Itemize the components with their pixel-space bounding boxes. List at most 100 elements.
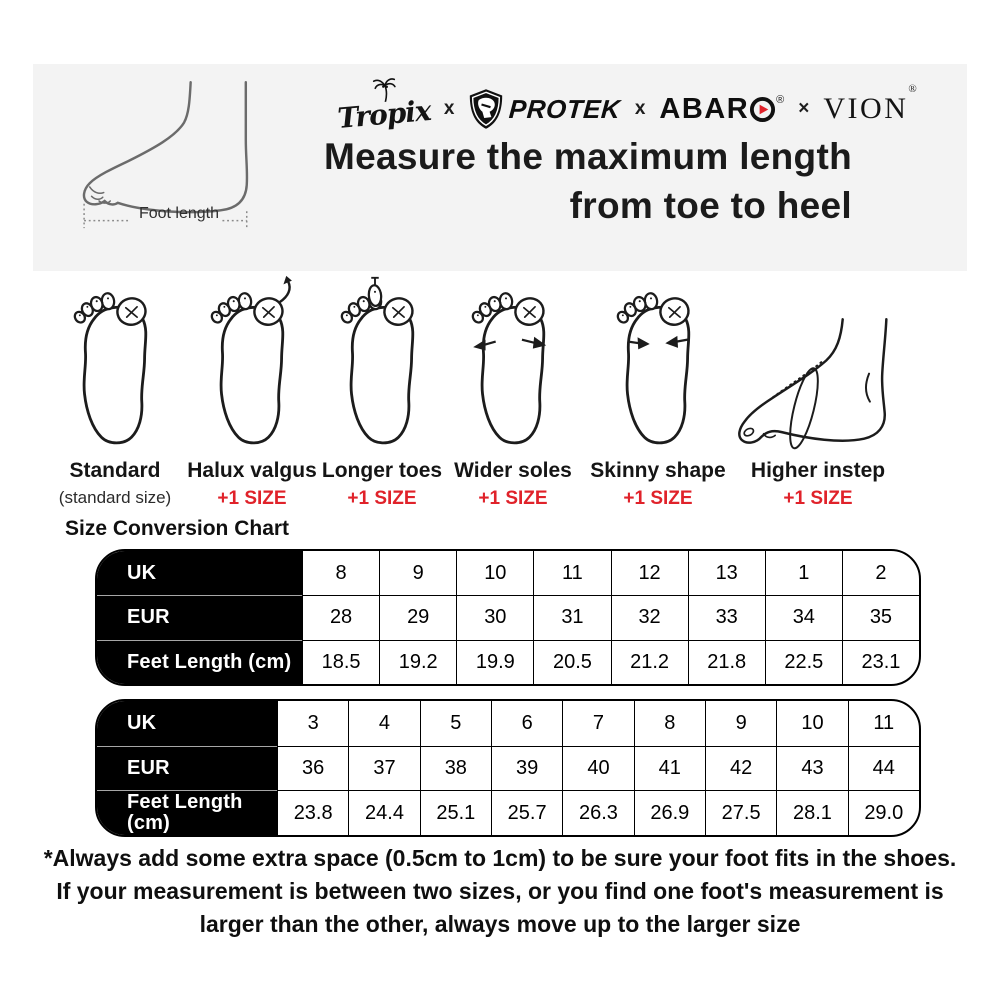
size-cell: 33	[687, 595, 765, 640]
foot-type-sublabel: (standard size)	[58, 488, 172, 507]
size-cell: 25.7	[490, 790, 563, 835]
palm-tree-icon	[372, 77, 396, 103]
foot-sole-halux-valgus-illustration	[207, 275, 292, 445]
foot-type-sublabel: +1 SIZE	[783, 488, 853, 509]
size-cell: 5	[419, 701, 491, 746]
foot-sole-longer-toes-illustration	[337, 276, 417, 445]
size-cell: 9	[704, 701, 776, 746]
size-cell: 20.5	[533, 639, 611, 684]
page-title: Measure the maximum length from toe to h…	[288, 132, 852, 230]
size-cell: 31	[533, 595, 611, 640]
foot-type-sublabel: +1 SIZE	[478, 488, 548, 509]
play-circle-icon	[750, 96, 776, 122]
size-cell: 10	[776, 701, 847, 746]
foot-type-wider-soles: Wider soles +1 SIZE	[447, 268, 579, 510]
size-cell: 10	[456, 551, 533, 596]
footnote-line: *Always add some extra space (0.5cm to 1…	[43, 845, 957, 871]
vion-wordmark: VION	[823, 92, 909, 125]
size-cell: 35	[841, 595, 919, 640]
protek-logo: PROTEK	[468, 88, 622, 130]
table-row: UK 8 9 10 11 12 13 1 2	[97, 551, 919, 596]
size-cell: 23.8	[277, 790, 349, 835]
size-cell: 25.1	[419, 790, 491, 835]
table-row: EUR 28 29 30 31 32 33 34 35	[97, 595, 919, 640]
foot-type-sublabel: +1 SIZE	[217, 488, 287, 509]
size-cell: 40	[562, 745, 634, 791]
foot-length-label: Foot length	[138, 205, 220, 222]
foot-type-sublabel: +1 SIZE	[347, 488, 417, 509]
foot-instep-side-illustration	[738, 318, 888, 450]
foot-type-halux-valgus: Halux valgus +1 SIZE	[179, 268, 325, 510]
foot-side-profile-illustration	[82, 81, 249, 229]
shield-icon	[470, 89, 503, 129]
header-band: Foot length Tropix x	[33, 64, 967, 271]
foot-type-label: Longer toes	[321, 459, 443, 482]
size-cell: 42	[704, 745, 777, 791]
size-cell: 21.8	[687, 639, 765, 684]
row-header: Feet Length (cm)	[97, 790, 277, 835]
row-header: EUR	[97, 745, 277, 791]
foot-sole-skinny-shape-illustration	[613, 291, 693, 445]
size-cell: 41	[633, 745, 705, 791]
size-cell: 21.2	[610, 639, 688, 684]
foot-type-label: Standard	[69, 459, 161, 482]
title-line-2: from toe to heel	[569, 185, 852, 226]
size-cell: 43	[776, 745, 848, 791]
footnote-line: If your measurement is between two sizes…	[56, 878, 944, 904]
size-cell: 34	[764, 595, 842, 640]
size-table-small-sizes: UK 8 9 10 11 12 13 1 2 EUR 28 29 30 31 32 33 34 35 Feet Le…	[95, 549, 921, 686]
size-cell: 30	[456, 595, 534, 640]
brand-separator: x	[443, 98, 455, 119]
foot-type-label: Skinny shape	[590, 459, 726, 482]
abaro-wordmark: ABAR	[659, 92, 750, 125]
size-cell: 22.5	[764, 639, 842, 684]
foot-type-label: Higher instep	[750, 459, 886, 482]
protek-wordmark: PROTEK	[508, 93, 622, 124]
table-row: Feet Length (cm) 23.8 24.4 25.1 25.7 26.3 26.9 2…	[97, 790, 919, 835]
size-cell: 3	[277, 701, 348, 746]
foot-type-standard: Standard (standard size)	[45, 268, 185, 510]
size-cell: 37	[348, 745, 420, 791]
row-header: EUR	[97, 595, 302, 640]
footnote: *Always add some extra space (0.5cm to 1…	[25, 842, 975, 941]
size-cell: 8	[302, 551, 379, 596]
size-cell: 8	[633, 701, 705, 746]
row-header: UK	[97, 701, 277, 746]
size-cell: 12	[610, 551, 688, 596]
table-row: Feet Length (cm) 18.5 19.2 19.9 20.5 21.2 21.8…	[97, 639, 919, 684]
size-cell: 28	[302, 595, 380, 640]
size-cell: 4	[348, 701, 419, 746]
table-row: UK 3 4 5 6 7 8 9 10 11	[97, 701, 919, 746]
row-header: UK	[97, 551, 302, 596]
size-cell: 1	[764, 551, 842, 596]
size-cell: 32	[610, 595, 688, 640]
registered-mark: ®	[908, 83, 920, 95]
size-cell: 2	[841, 551, 919, 596]
abaro-logo: ABAR ®	[659, 93, 784, 126]
foot-type-skinny-shape: Skinny shape +1 SIZE	[581, 268, 735, 510]
table-row: EUR 36 37 38 39 40 41 42 43 44	[97, 745, 919, 791]
size-cell: 19.2	[379, 639, 457, 684]
size-cell: 24.4	[348, 790, 420, 835]
foot-sole-wider-soles-illustration	[468, 291, 548, 445]
tropix-logo: Tropix	[335, 77, 432, 134]
size-cell: 6	[490, 701, 562, 746]
size-cell: 28.1	[776, 790, 848, 835]
brand-separator: ×	[798, 98, 810, 119]
size-cell: 23.1	[841, 639, 919, 684]
row-header: Feet Length (cm)	[97, 639, 302, 684]
size-cell: 26.3	[562, 790, 634, 835]
size-cell: 9	[379, 551, 456, 596]
size-cell: 38	[419, 745, 491, 791]
size-cell: 27.5	[704, 790, 777, 835]
size-cell: 19.9	[456, 639, 534, 684]
foot-type-label: Wider soles	[454, 459, 572, 482]
title-line-1: Measure the maximum length	[324, 136, 852, 177]
size-cell: 26.9	[633, 790, 705, 835]
foot-type-label: Halux valgus	[187, 459, 317, 482]
footnote-line: larger than the other, always move up to…	[199, 911, 801, 937]
size-cell: 39	[490, 745, 563, 791]
size-cell: 44	[847, 745, 919, 791]
size-cell: 11	[847, 701, 919, 746]
